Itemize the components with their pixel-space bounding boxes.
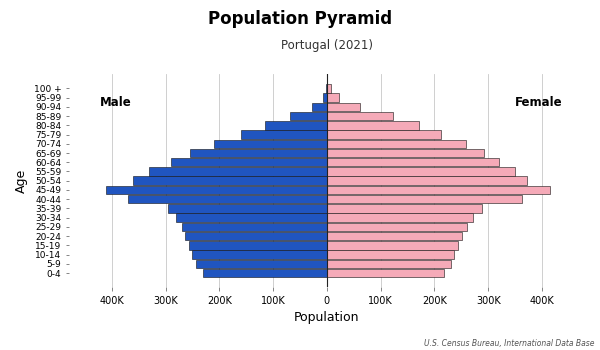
Bar <box>327 140 466 148</box>
Bar <box>214 140 327 148</box>
Bar <box>323 93 327 102</box>
Bar <box>168 204 327 213</box>
Bar <box>327 232 463 240</box>
Text: Population Pyramid: Population Pyramid <box>208 10 392 28</box>
Bar <box>327 214 473 222</box>
Bar <box>327 121 419 130</box>
Bar <box>326 84 327 93</box>
Bar <box>327 204 482 213</box>
Bar <box>196 260 327 268</box>
Bar <box>327 167 515 176</box>
Bar <box>185 232 327 240</box>
Text: Male: Male <box>100 96 131 109</box>
Bar <box>327 103 360 111</box>
Bar <box>327 260 451 268</box>
Bar <box>327 186 550 194</box>
Text: U.S. Census Bureau, International Data Base: U.S. Census Bureau, International Data B… <box>424 339 594 348</box>
Bar <box>327 223 467 231</box>
Bar <box>193 250 327 259</box>
Bar <box>327 195 521 203</box>
Bar <box>190 149 327 157</box>
Text: Female: Female <box>515 96 562 109</box>
Bar <box>189 241 327 250</box>
Title: Portugal (2021): Portugal (2021) <box>281 40 373 52</box>
Bar <box>327 149 484 157</box>
Bar <box>203 269 327 277</box>
Bar <box>176 214 327 222</box>
Bar <box>327 158 499 167</box>
Bar <box>290 112 327 120</box>
Bar <box>171 158 327 167</box>
Bar <box>327 93 339 102</box>
Bar <box>241 130 327 139</box>
Bar <box>327 84 331 93</box>
Bar <box>133 176 327 185</box>
Bar <box>128 195 327 203</box>
Bar <box>106 186 327 194</box>
Bar <box>327 269 444 277</box>
X-axis label: Population: Population <box>294 312 359 324</box>
Bar <box>312 103 327 111</box>
Bar <box>182 223 327 231</box>
Bar <box>149 167 327 176</box>
Bar <box>327 241 458 250</box>
Bar <box>327 112 392 120</box>
Bar <box>327 250 454 259</box>
Bar <box>327 176 527 185</box>
Bar <box>265 121 327 130</box>
Bar <box>327 130 441 139</box>
Y-axis label: Age: Age <box>15 169 28 193</box>
